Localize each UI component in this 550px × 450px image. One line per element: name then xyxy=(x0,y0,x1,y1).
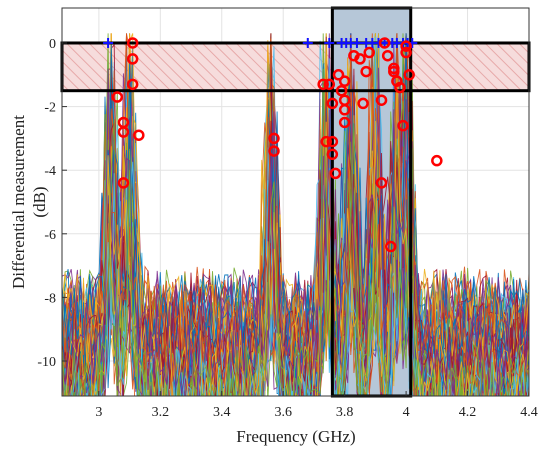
peak-circle-marker xyxy=(378,37,391,49)
peak-plus-marker xyxy=(324,37,335,48)
peak-circle-marker xyxy=(326,97,339,110)
peak-plus-marker xyxy=(302,37,313,48)
peak-plus-marker xyxy=(351,37,362,48)
measurement-trace xyxy=(62,68,529,396)
peak-circle-marker xyxy=(354,53,366,65)
peak-circle-marker xyxy=(388,65,400,78)
peak-circle-marker xyxy=(375,177,388,189)
peak-circle-marker xyxy=(357,97,369,110)
ticks: 3 3.2 3.4 3.6 3.8 4 4.2 4.4 0 -2 -4 -6 -8 -10 xyxy=(37,37,537,420)
measurement-trace xyxy=(62,33,522,396)
peak-circle-marker xyxy=(317,78,329,91)
peak-circle-marker xyxy=(400,46,412,59)
plot-frame xyxy=(61,7,530,397)
peak-circle-marker xyxy=(400,40,412,52)
peak-circle-marker xyxy=(381,49,394,62)
peak-circle-marker xyxy=(126,53,139,65)
x-tick-label: 3.4 xyxy=(213,405,231,420)
x-axis-label: Frequency (GHz) xyxy=(236,427,355,446)
measurement-trace xyxy=(62,95,525,396)
measurement-trace xyxy=(62,33,529,386)
peak-plus-marker xyxy=(103,37,114,48)
peak-circle-marker xyxy=(111,91,124,103)
peak-circle-marker xyxy=(323,78,336,91)
y-tick-label: -4 xyxy=(44,164,56,179)
peak-circle-marker xyxy=(394,81,406,94)
peak-circle-marker xyxy=(117,177,130,189)
peak-circle-marker xyxy=(329,167,342,180)
peak-circle-marker xyxy=(268,132,280,145)
peak-circle-marker xyxy=(332,69,345,81)
peak-circle-marker xyxy=(117,126,130,138)
peak-circle-marker xyxy=(397,119,409,132)
y-tick-label: -6 xyxy=(44,228,56,243)
x-tick-label: 4.2 xyxy=(459,405,477,420)
traces xyxy=(62,33,529,396)
peak-circle-marker xyxy=(335,84,348,97)
peak-circle-marker xyxy=(133,129,145,141)
peak-circle-marker xyxy=(403,69,415,81)
y-tick-label: 0 xyxy=(49,37,56,52)
peak-circle-marker xyxy=(126,78,139,91)
markers xyxy=(103,37,443,253)
peak-circle-marker xyxy=(338,104,351,116)
y-axis-label-line2: (dB) xyxy=(30,186,49,217)
peak-circle-marker xyxy=(126,37,139,49)
measurement-trace xyxy=(62,67,529,394)
y-tick-label: -8 xyxy=(44,291,56,306)
peak-circle-marker xyxy=(320,135,332,148)
x-tick-label: 3 xyxy=(95,405,102,420)
peak-circle-marker xyxy=(338,75,351,87)
measurement-trace xyxy=(62,68,529,396)
peak-circle-marker xyxy=(326,135,339,148)
x-tick-label: 4 xyxy=(403,405,410,420)
threshold-band xyxy=(62,42,529,91)
x-tick-label: 3.2 xyxy=(152,405,170,420)
peak-circle-marker xyxy=(375,94,388,106)
y-axis-label-line1: Differential measurement xyxy=(9,115,28,289)
y-tick-label: -10 xyxy=(37,355,56,370)
peak-circle-marker xyxy=(338,116,351,129)
peak-circle-marker xyxy=(268,145,280,157)
y-tick-label: -2 xyxy=(44,101,56,116)
x-tick-label: 4.4 xyxy=(520,405,538,420)
peak-circle-marker xyxy=(431,154,443,167)
peak-circle-marker xyxy=(326,148,339,161)
x-tick-label: 3.8 xyxy=(336,405,354,420)
peak-circle-marker xyxy=(384,240,397,253)
x-tick-label: 3.6 xyxy=(274,405,292,420)
peak-circle-marker xyxy=(363,46,375,59)
peak-circle-marker xyxy=(360,65,372,78)
